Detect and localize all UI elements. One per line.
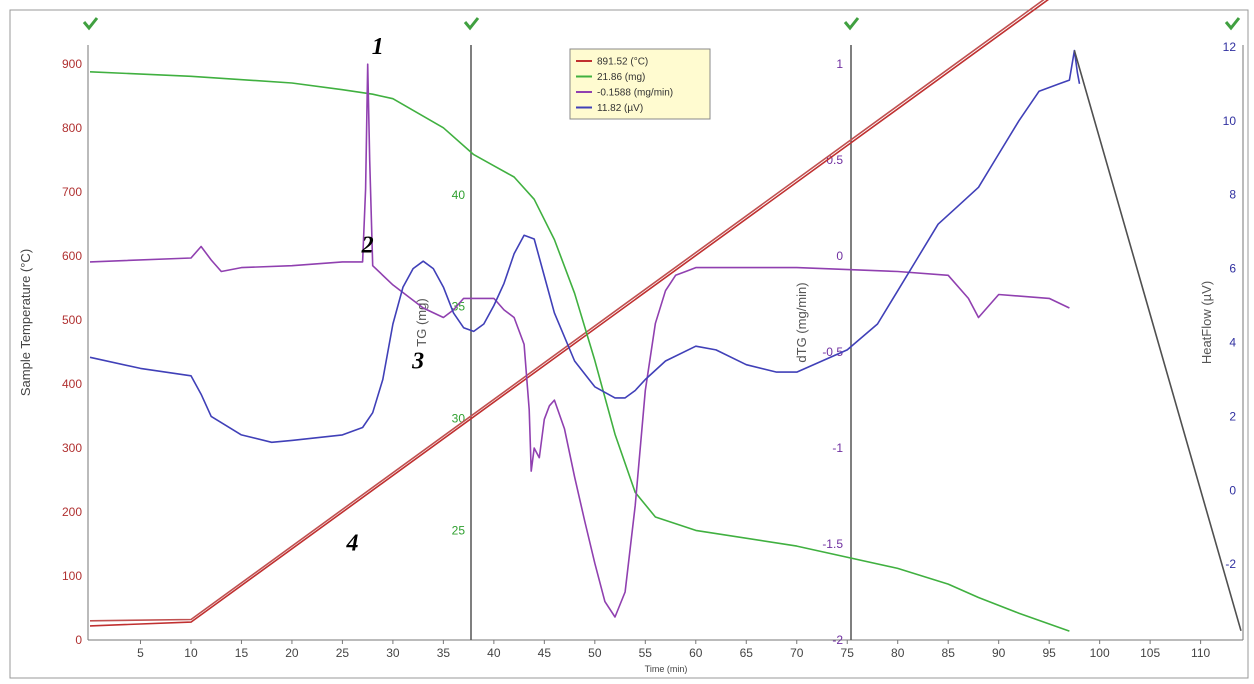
xtick-20: 105 [1140, 646, 1160, 660]
annotations: 1 2 3 4 [346, 34, 425, 556]
ylabel-tg: TG (mg) [414, 298, 429, 346]
ytick-temp-0: 0 [75, 633, 82, 647]
legend-entry-1: 21.86 (mg) [597, 72, 645, 83]
legend-entry-3: 11.82 (µV) [597, 103, 643, 114]
xtick-10: 55 [639, 646, 653, 660]
axis-marker-icon-hf[interactable] [1224, 17, 1241, 31]
xtick-17: 90 [992, 646, 1006, 660]
ytick-temp-3: 300 [62, 441, 82, 455]
ytick-temp-6: 600 [62, 249, 82, 263]
annotation-1: 1 [372, 34, 384, 60]
xtick-2: 15 [235, 646, 249, 660]
xtick-15: 80 [891, 646, 905, 660]
xtick-0: 5 [137, 646, 144, 660]
series-line-4 [89, 49, 1081, 444]
series-line-0 [89, 0, 1050, 627]
ytick-tg-3: 40 [452, 188, 466, 202]
ytick-dtg-3: -0.5 [822, 345, 843, 359]
ylabel-dtg: dTG (mg/min) [794, 282, 809, 362]
xlabel: Time (min) [645, 664, 688, 674]
xtick-3: 20 [285, 646, 299, 660]
frame [9, 9, 1249, 679]
axis-marker-icon-dtg[interactable] [843, 17, 860, 31]
xtick-21: 110 [1191, 646, 1210, 660]
xtick-4: 25 [336, 646, 350, 660]
xtick-6: 35 [437, 646, 451, 660]
xtick-1: 10 [184, 646, 198, 660]
ytick-dtg-4: 0 [836, 249, 843, 263]
series [89, 0, 1242, 632]
ytick-hf-1: 0 [1229, 483, 1236, 497]
xtick-18: 95 [1042, 646, 1056, 660]
ytick-hf-7: 12 [1223, 40, 1237, 54]
annotation-4: 4 [346, 530, 359, 556]
ytick-temp-4: 400 [62, 377, 82, 391]
ytick-temp-2: 200 [62, 505, 82, 519]
ytick-temp-1: 100 [62, 569, 82, 583]
legend-entry-2: -0.1588 (mg/min) [597, 88, 673, 99]
xtick-16: 85 [942, 646, 956, 660]
xtick-19: 100 [1090, 646, 1110, 660]
ytick-dtg-6: 1 [836, 57, 843, 71]
xtick-9: 50 [588, 646, 602, 660]
series-line-2 [89, 71, 1070, 632]
axis-marker-icon-tg[interactable] [463, 17, 480, 31]
legend-box [569, 48, 711, 120]
xtick-11: 60 [689, 646, 703, 660]
axis-marker-icon-temp[interactable] [82, 17, 99, 31]
ytick-temp-8: 800 [62, 121, 82, 135]
xtick-12: 65 [740, 646, 754, 660]
series-line-3 [89, 63, 1070, 618]
ytick-hf-3: 4 [1229, 336, 1236, 350]
ylabel-temp: Sample Temperature (°C) [18, 249, 33, 396]
ytick-hf-6: 10 [1223, 114, 1237, 128]
ytick-temp-7: 700 [62, 185, 82, 199]
series-line-1 [89, 0, 1045, 622]
xtick-5: 30 [386, 646, 400, 660]
xtick-8: 45 [538, 646, 552, 660]
xtick-14: 75 [841, 646, 855, 660]
chart-border [9, 9, 1249, 679]
ytick-tg-2: 35 [452, 300, 466, 314]
ytick-dtg-1: -1.5 [822, 537, 843, 551]
ytick-dtg-0: -2 [832, 633, 843, 647]
ytick-hf-2: 2 [1229, 409, 1236, 423]
ytick-hf-4: 6 [1229, 262, 1236, 276]
annotation-3: 3 [411, 348, 424, 374]
legend: 891.52 (°C) 21.86 (mg) -0.1588 (mg/min) 11.… [569, 48, 711, 120]
ytick-tg-0: 25 [452, 523, 466, 537]
xtick-13: 70 [790, 646, 804, 660]
ylabel-hf: HeatFlow (µV) [1199, 281, 1214, 364]
ytick-dtg-2: -1 [832, 441, 843, 455]
xtick-7: 40 [487, 646, 501, 660]
series-line-5 [1073, 50, 1242, 632]
ytick-hf-5: 8 [1229, 188, 1236, 202]
annotation-2: 2 [361, 232, 374, 258]
ytick-temp-5: 500 [62, 313, 82, 327]
ytick-hf-0: -2 [1225, 557, 1236, 571]
ytick-temp-9: 900 [62, 57, 82, 71]
legend-entry-0: 891.52 (°C) [597, 57, 648, 68]
